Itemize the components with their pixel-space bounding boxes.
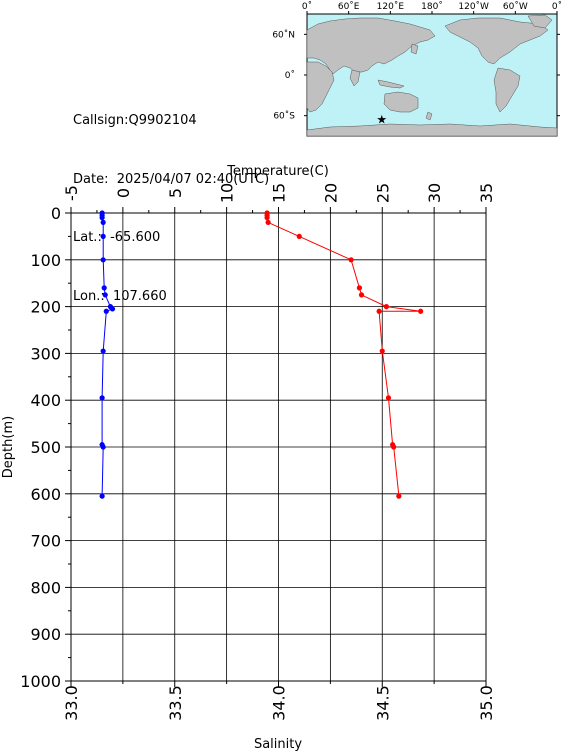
temperature-point [383,304,389,310]
map-labels: 0˚ 60˚E 120˚E 180˚ 120˚W 60˚W 0˚ 60˚N 0˚ 60˚S [272,1,562,122]
salinity-point [100,257,106,263]
map-lon-label: 0˚ [302,1,312,12]
depth-tick-label: 800 [30,578,61,597]
longitude-text: Lon.: 107.660 [73,288,167,304]
greenland-landmass [527,14,553,29]
depth-tick-label: 0 [51,204,61,223]
salinity-point [99,395,105,401]
salinity-point [99,215,105,221]
data-series [99,210,424,499]
chart-grid [70,212,487,682]
temperature-point [356,285,363,291]
map-lon-label: 60˚W [503,1,528,12]
india-landmass [349,69,361,87]
salinity-tick-label: 33.0 [62,685,81,721]
map-lon-label: 0˚ [552,1,562,12]
temperature-point [358,292,365,298]
temperature-point [418,308,424,314]
salinity-tick-label: 33.5 [166,685,185,721]
temperature-point [265,219,271,225]
map-lat-label: 60˚S [273,111,295,122]
temperature-tick-label: 10 [218,183,237,203]
temperature-tick-label: 15 [270,183,289,203]
map-lon-label: 120˚W [458,1,489,12]
depth-tick-label: 100 [30,251,61,270]
salinity-point [103,308,109,314]
temperature-tick-label: 5 [166,188,185,198]
depth-tick-label: 300 [30,344,61,363]
salinity-tick-label: 34.0 [270,685,289,721]
north-america-landmass [444,17,549,65]
temperature-tick-label: -5 [62,185,81,201]
temperature-tick-label: 35 [477,183,496,203]
depth-tick-label: 400 [30,391,61,410]
temperature-point [376,308,382,314]
salinity-point [109,306,116,312]
africa-landmass [306,61,335,113]
depth-tick-label: 700 [30,532,61,551]
temperature-tick-label: 30 [425,183,444,203]
temperature-axis-title: Temperature(C) [226,164,329,179]
temperature-point [264,215,270,221]
depth-tick-label: 500 [30,438,61,457]
map-lat-label: 60˚N [272,29,295,40]
temperature-tick-label: 0 [114,188,133,198]
salinity-point [99,493,105,499]
salinity-line [101,213,114,497]
temperature-tick-label: 25 [373,183,392,203]
south-america-landmass [493,67,521,113]
temperature-point [396,493,402,499]
temperature-point [296,233,302,239]
australia-landmass [383,91,419,113]
temperature-line [266,213,421,497]
salinity-point [102,292,108,298]
map-land [306,14,558,137]
temperature-point [348,257,354,263]
temperature-point [391,444,397,450]
salinity-tick-label: 35.0 [477,685,496,721]
antarctica-landmass [306,123,558,137]
station-marker: ★ [376,112,387,126]
temperature-tick-label: 20 [321,183,340,203]
depth-axis-title: Depth(m) [1,416,16,478]
callsign-text: Callsign:Q9902104 [73,113,197,128]
map-lon-label: 60˚E [338,1,360,12]
newzealand-landmass [425,111,433,121]
indonesia-landmass [377,79,405,89]
map-lon-label: 180˚ [421,1,443,12]
salinity-point [100,348,106,354]
salinity-point [100,219,106,225]
temperature-point [385,395,392,401]
map-lat-label: 0˚ [285,70,295,81]
depth-tick-label: 600 [30,485,61,504]
depth-tick-label: 1000 [20,672,61,691]
date-text: Date: 2025/04/07 02:40(UTC) [73,171,270,187]
salinity-tick-label: 34.5 [373,685,392,721]
salinity-point [101,285,107,291]
salinity-point [100,444,106,450]
depth-tick-label: 900 [30,625,61,644]
depth-tick-label: 200 [30,298,61,317]
station-info: Callsign:Q9902104 Date: 2025/04/07 02:40… [73,72,269,326]
salinity-axis-title: Salinity [254,737,302,751]
salinity-point [100,233,106,239]
temperature-point [379,348,385,354]
map-lon-label: 120˚E [377,1,405,12]
japan-landmass [410,43,419,55]
